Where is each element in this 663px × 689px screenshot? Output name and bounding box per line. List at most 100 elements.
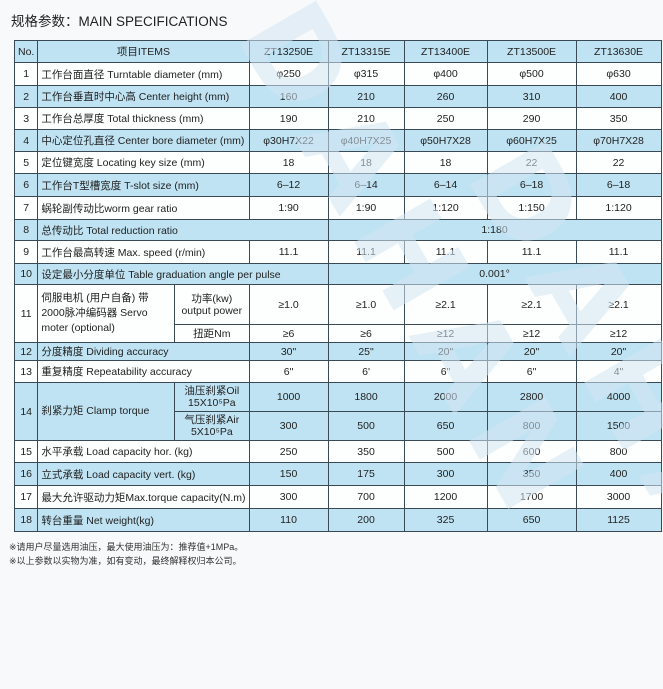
column-header-model: ZT13315E — [327, 40, 405, 63]
row-label: 立式承载 Load capacity vert. (kg) — [37, 462, 250, 486]
table-row: 气压刹紧Air 5X10⁵Pa 300 500 650 800 1500 — [15, 411, 662, 441]
cell-value: φ250 — [248, 62, 329, 86]
cell-value: 20" — [403, 342, 488, 361]
cell-value: 1000 — [248, 382, 329, 412]
cell-value: φ630 — [575, 62, 662, 86]
cell-value: 175 — [327, 462, 405, 486]
cell-value: 1:90 — [248, 196, 329, 220]
table-row: 11 伺服电机 (用户自备) 带2000脉冲编码器 Servo moter (op… — [13, 284, 662, 343]
column-header-model: ZT13630E — [575, 40, 662, 63]
cell-value: 650 — [403, 411, 488, 441]
cell-value: 18 — [403, 151, 488, 174]
cell-value: 350 — [327, 440, 405, 463]
cell-value: 6–18 — [486, 173, 577, 197]
cell-value: φ70H7X28 — [575, 129, 662, 152]
cell-value-span: 1:180 — [327, 219, 662, 241]
cell-value: 11.1 — [248, 240, 329, 264]
cell-value: 800 — [486, 411, 577, 441]
cell-value: φ50H7X28 — [403, 129, 488, 152]
cell-value: 260 — [403, 85, 488, 108]
cell-value: ≥6 — [248, 324, 329, 343]
table-row: 15 水平承载 Load capacity hor. (kg) 250 350 500 6… — [13, 440, 662, 463]
cell-value-span: 0.001° — [327, 263, 662, 285]
row-label: 设定最小分度单位 Table graduation angle per puls… — [37, 263, 329, 285]
cell-value: ≥12 — [575, 324, 662, 343]
row-number: 9 — [13, 240, 39, 264]
specifications-table: No. 项目ITEMS ZT13250E ZT13315E ZT13400E ZT1350… — [13, 40, 662, 532]
table-row: 5 定位键宽度 Locating key size (mm) 18 18 18 22 22 — [13, 151, 662, 174]
row-number: 11 — [13, 284, 39, 343]
sub-label: 功率(kw) output power — [174, 284, 250, 325]
header-row: No. 项目ITEMS ZT13250E ZT13315E ZT13400E ZT1350… — [13, 40, 662, 63]
cell-value: 1:90 — [327, 196, 405, 220]
row-number: 3 — [13, 107, 39, 130]
row-label: 总传动比 Total reduction ratio — [37, 219, 329, 241]
cell-value: 4000 — [575, 382, 662, 412]
row-label: 工作台最高转速 Max. speed (r/min) — [37, 240, 250, 264]
footnotes: ※请用户尽量选用油压，最大使用油压为：推荐值+1MPa。 ※以上参数以实物为准，… — [9, 540, 243, 568]
cell-value: 700 — [327, 485, 405, 509]
cell-value: 150 — [248, 462, 329, 486]
cell-value: 11.1 — [403, 240, 488, 264]
column-header-model: ZT13400E — [403, 40, 488, 63]
cell-value: 25" — [327, 342, 405, 361]
table-row: 扭距Nm ≥6 ≥6 ≥12 ≥12 ≥12 — [15, 324, 662, 343]
sub-label: 扭距Nm — [174, 324, 250, 343]
cell-value: 650 — [486, 508, 577, 532]
cell-value: 500 — [403, 440, 488, 463]
cell-value: ≥12 — [403, 324, 488, 343]
page-title: 规格参数：MAIN SPECIFICATIONS — [11, 14, 228, 29]
footnote: ※请用户尽量选用油压，最大使用油压为：推荐值+1MPa。 — [9, 542, 244, 552]
cell-value: φ60H7X25 — [486, 129, 577, 152]
cell-value: 11.1 — [486, 240, 577, 264]
column-header-model: ZT13500E — [486, 40, 577, 63]
cell-value: 500 — [327, 411, 405, 441]
cell-value: ≥2.1 — [403, 284, 488, 325]
row-number: 15 — [13, 440, 39, 463]
cell-value: 300 — [248, 411, 329, 441]
cell-value: 350 — [575, 107, 662, 130]
cell-value: 250 — [403, 107, 488, 130]
row-number: 12 — [13, 342, 39, 361]
cell-value: 1500 — [575, 411, 662, 441]
sub-label: 油压刹紧Oil 15X10⁵Pa — [174, 382, 250, 412]
row-label: 水平承载 Load capacity hor. (kg) — [37, 440, 250, 463]
table-row: 7 蜗轮副传动比worm gear ratio 1:90 1:90 1:120 1:150… — [13, 196, 662, 220]
column-header-items: 项目ITEMS — [37, 40, 250, 63]
row-number: 13 — [13, 360, 39, 383]
cell-value: ≥2.1 — [486, 284, 577, 325]
cell-value: 325 — [403, 508, 488, 532]
row-number: 17 — [13, 485, 39, 509]
row-number: 14 — [13, 382, 39, 441]
cell-value: 11.1 — [327, 240, 405, 264]
footnote: ※以上参数以实物为准，如有变动，最终解释权归本公司。 — [9, 556, 242, 566]
row-number: 6 — [13, 173, 39, 197]
cell-value: 1:150 — [486, 196, 577, 220]
cell-value: φ40H7X25 — [327, 129, 405, 152]
table-row: 1 工作台面直径 Turntable diameter (mm) φ250 φ315 φ… — [13, 62, 662, 86]
cell-value: 6' — [327, 360, 405, 383]
row-label: 最大允许驱动力矩Max.torque capacity(N.m) — [37, 485, 250, 509]
row-label: 中心定位孔直径 Center bore diameter (mm) — [37, 129, 250, 152]
cell-value: 3000 — [575, 485, 662, 509]
cell-value: 310 — [486, 85, 577, 108]
table-row: 3 工作台总厚度 Total thickness (mm) 190 210 250 290… — [13, 107, 662, 130]
table-row: 2 工作台垂直时中心高 Center height (mm) 160 210 260 31… — [13, 85, 662, 108]
cell-value: 6–14 — [327, 173, 405, 197]
cell-value: 6–12 — [248, 173, 329, 197]
cell-value: 1200 — [403, 485, 488, 509]
table-row: 4 中心定位孔直径 Center bore diameter (mm) φ30H7X… — [13, 129, 662, 152]
row-number: 4 — [13, 129, 39, 152]
row-label: 转台重量 Net weight(kg) — [37, 508, 250, 532]
cell-value: 110 — [248, 508, 329, 532]
cell-value: 250 — [248, 440, 329, 463]
table-row: 9 工作台最高转速 Max. speed (r/min) 11.1 11.1 11.1 1… — [13, 240, 662, 264]
row-label: 刹紧力矩 Clamp torque — [37, 382, 176, 441]
cell-value: φ315 — [327, 62, 405, 86]
cell-value: 300 — [248, 485, 329, 509]
cell-value: ≥2.1 — [575, 284, 662, 325]
cell-value: 2000 — [403, 382, 488, 412]
cell-value: 22 — [575, 151, 662, 174]
cell-value: 210 — [327, 85, 405, 108]
row-number: 5 — [13, 151, 39, 174]
